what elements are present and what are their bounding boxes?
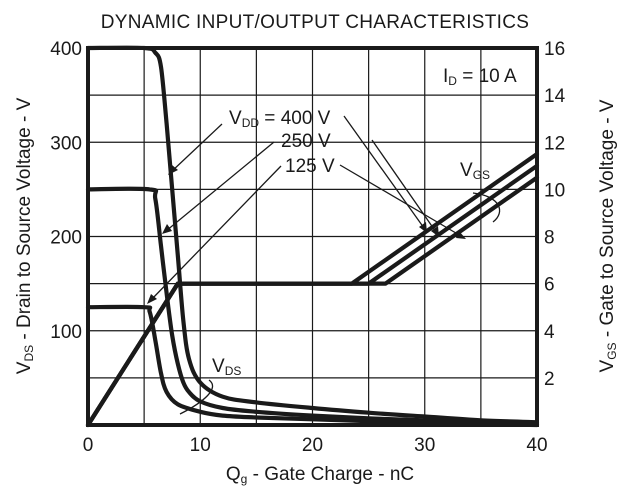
vds-bracket xyxy=(179,379,214,415)
arrowhead-400-vds xyxy=(168,165,178,175)
arrowhead-125-vgs xyxy=(456,231,466,239)
vds-label-sub: DS xyxy=(225,364,242,378)
y-left-axis-label-sub: DS xyxy=(22,345,36,362)
x-tick-label: 40 xyxy=(526,435,547,456)
y-right-tick-label: 10 xyxy=(544,180,565,201)
x-axis-label-rest: - Gate Charge - nC xyxy=(247,464,414,485)
y-right-axis-label-main: V xyxy=(597,359,618,372)
y-left-axis-label-main: V xyxy=(14,361,35,374)
vds-curves xyxy=(85,45,540,428)
x-axis-label-sub: g xyxy=(241,472,248,486)
vgs-label-sub: GS xyxy=(473,168,490,182)
x-tick-label: 10 xyxy=(190,435,211,456)
x-tick-labels: 0 10 20 30 40 xyxy=(83,435,548,456)
leader-125-to-vgs xyxy=(339,164,462,237)
vds-label: VDS xyxy=(212,356,241,378)
y-right-axis-label: VGS - Gate to Source Voltage - V xyxy=(597,99,619,372)
y-left-tick-label: 200 xyxy=(50,228,82,249)
plot-frame xyxy=(86,46,539,427)
y-right-tick-label: 12 xyxy=(544,133,565,154)
vgs-curve-3 xyxy=(85,151,540,428)
leader-400-to-vgs xyxy=(343,115,425,229)
id-annotation-sub: D xyxy=(448,74,457,88)
chart-title: DYNAMIC INPUT/OUTPUT CHARACTERISTICS xyxy=(101,12,529,33)
id-annotation-rest: = 10 A xyxy=(457,66,517,87)
vdd-label-400: VDD = 400 V xyxy=(229,108,331,130)
grid-lines xyxy=(88,48,537,425)
vdd-label-250: 250 V xyxy=(281,131,331,152)
vgs-bracket xyxy=(472,192,501,223)
id-annotation: ID = 10 A xyxy=(443,66,517,88)
vds-curve-3 xyxy=(85,304,540,428)
y-left-tick-label: 400 xyxy=(50,39,82,60)
y-right-tick-labels: 2 4 6 8 10 12 14 16 xyxy=(544,39,566,390)
vds-curve-2 xyxy=(85,186,540,427)
vgs-label-main: V xyxy=(460,160,473,181)
x-tick-label: 20 xyxy=(302,435,323,456)
vdd-sub: DD xyxy=(242,116,260,130)
y-left-tick-label: 300 xyxy=(50,133,82,154)
leader-lines xyxy=(147,115,501,415)
y-right-tick-label: 2 xyxy=(544,369,555,390)
leader-250-to-vds xyxy=(165,141,275,232)
y-left-axis-label-rest: - Drain to Source Voltage - V xyxy=(14,97,35,344)
leader-125-to-vds xyxy=(150,165,282,301)
y-right-tick-label: 14 xyxy=(544,86,566,107)
y-left-axis-label: VDS - Drain to Source Voltage - V xyxy=(14,97,36,374)
y-left-tick-labels: 100 200 300 400 xyxy=(50,39,82,343)
arrowhead-125-vds xyxy=(147,294,157,304)
leader-250-to-vgs xyxy=(371,139,437,233)
y-right-tick-label: 16 xyxy=(544,39,565,60)
vgs-label: VGS xyxy=(460,160,490,182)
y-right-axis-label-sub: GS xyxy=(605,342,619,359)
vgs-curves xyxy=(85,151,540,428)
y-right-tick-label: 4 xyxy=(544,322,555,343)
y-left-tick-label: 100 xyxy=(50,322,82,343)
vdd-value-400: 400 V xyxy=(281,108,331,129)
arrowhead-250-vds xyxy=(162,224,172,234)
y-right-tick-label: 8 xyxy=(544,228,555,249)
arrowhead-250-vgs xyxy=(431,226,439,237)
x-tick-label: 30 xyxy=(414,435,435,456)
vdd-main: V xyxy=(229,108,242,129)
vds-curve-1 xyxy=(85,45,540,425)
leader-400-to-vds xyxy=(170,123,223,173)
x-tick-label: 0 xyxy=(83,435,94,456)
vdd-eq: = xyxy=(259,108,281,129)
y-right-tick-label: 6 xyxy=(544,275,555,296)
vds-label-main: V xyxy=(212,356,225,377)
vdd-label-125: 125 V xyxy=(285,156,335,177)
x-axis-label: Qg - Gate Charge - nC xyxy=(226,464,414,486)
id-annotation-main: I xyxy=(443,66,448,87)
x-axis-label-main: Q xyxy=(226,464,241,485)
y-right-axis-label-rest: - Gate to Source Voltage - V xyxy=(597,99,618,342)
arrowhead-400-vgs xyxy=(419,222,427,233)
